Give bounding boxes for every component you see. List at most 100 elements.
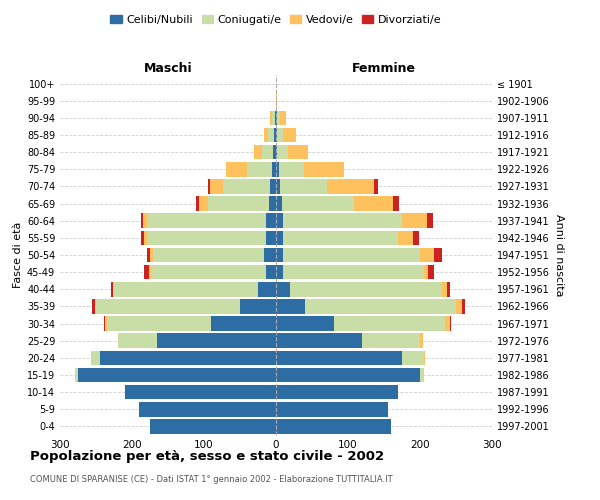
Bar (196, 196, 199, 211)
Bar (276, 334, 362, 348)
Bar (402, 214, 427, 228)
Bar (434, 248, 442, 262)
Bar (445, 316, 449, 331)
Bar (199, 196, 208, 211)
Bar (374, 179, 378, 194)
Bar (276, 196, 282, 211)
Bar (153, 248, 265, 262)
Bar (150, 248, 153, 262)
Bar (274, 128, 276, 142)
Bar (266, 230, 276, 245)
Bar (118, 334, 157, 348)
Bar (424, 350, 425, 365)
Bar (280, 110, 286, 125)
Bar (92, 299, 95, 314)
Bar (272, 162, 276, 176)
Bar (226, 162, 247, 176)
Bar (279, 162, 304, 176)
Bar (276, 419, 391, 434)
Bar (290, 282, 442, 296)
Bar (275, 110, 276, 125)
Bar (150, 419, 276, 434)
Bar (208, 179, 211, 194)
Bar (75, 368, 78, 382)
Bar (113, 282, 114, 296)
Bar (95, 299, 96, 314)
Bar (96, 299, 240, 314)
Bar (449, 316, 451, 331)
Bar (139, 402, 276, 416)
Bar (149, 265, 151, 280)
Bar (270, 110, 272, 125)
Bar (424, 265, 428, 280)
Bar (427, 214, 433, 228)
Bar (305, 299, 456, 314)
Y-axis label: Anni di nascita: Anni di nascita (554, 214, 564, 296)
Bar (254, 145, 262, 160)
Bar (262, 145, 273, 160)
Bar (276, 350, 402, 365)
Bar (327, 179, 374, 194)
Bar (265, 128, 268, 142)
Bar (147, 248, 150, 262)
Bar (277, 128, 283, 142)
Bar (428, 265, 434, 280)
Bar (398, 230, 413, 245)
Bar (240, 299, 276, 314)
Bar (276, 299, 305, 314)
Bar (276, 110, 277, 125)
Bar (142, 230, 144, 245)
Bar (276, 128, 277, 142)
Bar (142, 214, 143, 228)
Bar (283, 248, 420, 262)
Bar (276, 145, 277, 160)
Bar (276, 94, 277, 108)
Bar (334, 316, 445, 331)
Bar (276, 265, 283, 280)
Bar (208, 196, 269, 211)
Y-axis label: Fasce di età: Fasce di età (13, 222, 23, 288)
Bar (147, 230, 266, 245)
Bar (420, 248, 434, 262)
Bar (354, 196, 394, 211)
Bar (247, 162, 272, 176)
Bar (420, 334, 423, 348)
Bar (276, 282, 290, 296)
Bar (420, 368, 424, 382)
Legend: Celibi/Nubili, Coniugati/e, Vedovi/e, Divorziati/e: Celibi/Nubili, Coniugati/e, Vedovi/e, Di… (106, 10, 446, 29)
Bar (456, 299, 462, 314)
Bar (211, 316, 276, 331)
Bar (394, 196, 399, 211)
Bar (78, 368, 276, 382)
Bar (280, 179, 327, 194)
Bar (276, 214, 283, 228)
Bar (111, 282, 113, 296)
Bar (276, 316, 334, 331)
Bar (448, 282, 450, 296)
Bar (276, 179, 280, 194)
Bar (125, 385, 276, 400)
Bar (276, 230, 283, 245)
Bar (143, 265, 149, 280)
Bar (270, 179, 276, 194)
Bar (362, 334, 420, 348)
Bar (272, 110, 275, 125)
Bar (283, 214, 402, 228)
Bar (268, 128, 274, 142)
Bar (106, 316, 107, 331)
Bar (223, 179, 270, 194)
Bar (283, 230, 398, 245)
Bar (282, 196, 354, 211)
Bar (151, 265, 266, 280)
Bar (91, 350, 100, 365)
Bar (147, 214, 266, 228)
Text: Femmine: Femmine (352, 62, 416, 75)
Bar (442, 282, 448, 296)
Bar (276, 368, 420, 382)
Text: COMUNE DI SPARANISE (CE) - Dati ISTAT 1° gennaio 2002 - Elaborazione TUTTITALIA.: COMUNE DI SPARANISE (CE) - Dati ISTAT 1°… (30, 475, 392, 484)
Bar (104, 316, 106, 331)
Bar (413, 230, 419, 245)
Bar (304, 162, 344, 176)
Bar (283, 128, 296, 142)
Bar (269, 196, 276, 211)
